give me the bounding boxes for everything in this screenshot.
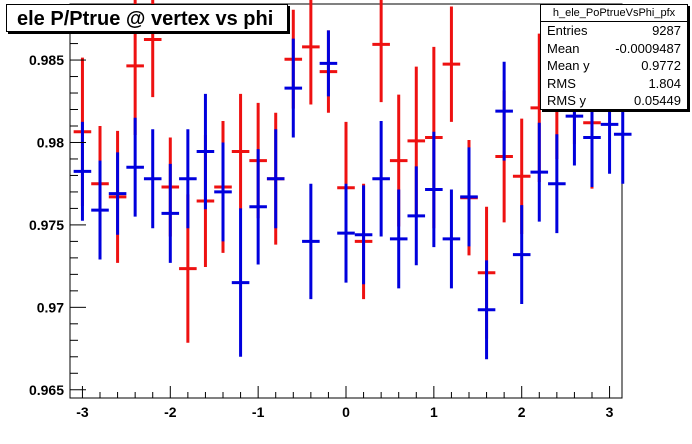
stats-value: -0.0009487 (615, 40, 681, 56)
plot-title: ele P/Ptrue @ vertex vs phi (6, 4, 288, 32)
x-tick-label: -1 (252, 404, 265, 420)
x-tick-label: 1 (430, 404, 438, 420)
stats-row-rms-y: RMS y 0.05449 (541, 92, 687, 110)
stats-label: Mean y (547, 58, 590, 73)
x-tick-label: 3 (606, 404, 614, 420)
y-tick-label: 0.98 (37, 134, 64, 150)
x-tick-label: -2 (164, 404, 177, 420)
stats-box: h_ele_PoPtrueVsPhi_pfx Entries 9287 Mean… (540, 4, 688, 110)
axes: -3 -2 -1 0 1 2 3 0.965 0.97 0.975 0.98 0.985 (29, 10, 614, 420)
stats-label: RMS (547, 75, 576, 91)
stats-row-rms: RMS 1.804 (541, 75, 687, 93)
y-tick-label: 0.965 (29, 382, 64, 398)
stats-label: Entries (547, 23, 588, 38)
x-tick-label: 2 (518, 404, 526, 420)
stats-value: 0.9772 (641, 58, 681, 73)
stats-row-mean-y: Mean y 0.9772 (541, 57, 687, 75)
y-tick-label: 0.985 (29, 52, 64, 68)
stats-value: 1.804 (648, 75, 681, 91)
x-tick-label: 0 (342, 404, 350, 420)
stats-histogram-name: h_ele_PoPtrueVsPhi_pfx (541, 5, 687, 22)
y-tick-label: 0.975 (29, 217, 64, 233)
stats-value: 9287 (652, 23, 681, 38)
stats-label: RMS y (547, 93, 586, 108)
y-tick-label: 0.97 (37, 299, 64, 315)
stats-row-mean: Mean -0.0009487 (541, 40, 687, 58)
stats-label: Mean (547, 40, 580, 56)
x-tick-label: -3 (76, 404, 89, 420)
stats-value: 0.05449 (634, 93, 681, 108)
stats-row-entries: Entries 9287 (541, 22, 687, 40)
